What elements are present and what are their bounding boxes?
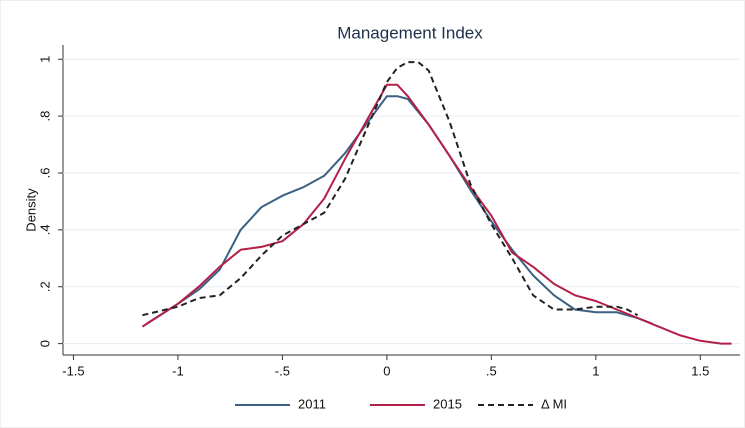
y-axis-label: Density (23, 188, 38, 232)
x-tick-label: -1.5 (62, 363, 84, 378)
y-tick-label: .4 (37, 224, 52, 235)
line-series (141, 83, 732, 345)
y-tick-label: .6 (37, 168, 52, 179)
x-tick-label: -1 (172, 363, 184, 378)
chart-title: Management Index (337, 23, 483, 42)
line-series (146, 95, 653, 325)
y-tick-label: .2 (37, 281, 52, 292)
x-tick-label: 0 (383, 363, 390, 378)
y-tick-label: .8 (37, 111, 52, 122)
legend-label: Δ MI (541, 396, 567, 411)
y-tick-label: 1 (37, 56, 52, 63)
x-tick-label: 1.5 (691, 363, 709, 378)
legend-label: 2011 (298, 396, 326, 411)
y-tick-label: 0 (37, 340, 52, 347)
x-tick-label: .5 (486, 363, 497, 378)
line-series (142, 61, 639, 317)
x-tick-label: -.5 (275, 363, 290, 378)
x-tick-label: 1 (592, 363, 599, 378)
legend-label: 2015 (433, 396, 462, 411)
